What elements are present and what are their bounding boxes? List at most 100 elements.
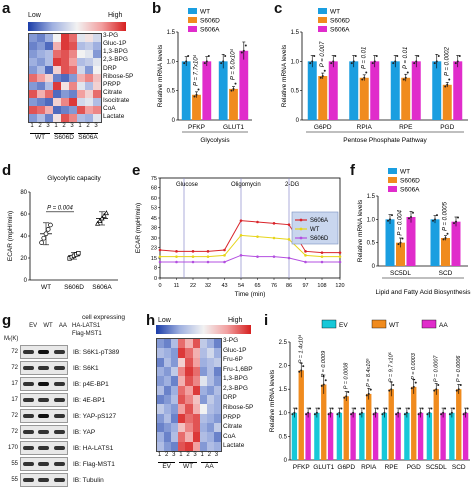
heatmap-cell (77, 58, 85, 66)
data-point (334, 55, 337, 58)
y-tick-label: 1.5 (291, 30, 300, 36)
series-point (206, 250, 210, 253)
heatmap-cell (157, 432, 165, 442)
blot-row: 170 IB: HA-LATS1 (0, 441, 113, 455)
heatmap-row-label: 3-PG (223, 337, 239, 344)
bar (390, 61, 400, 120)
heatmap-cell (69, 58, 77, 66)
heatmap-cell (199, 348, 207, 358)
heatmap-cell (199, 413, 207, 423)
heatmap-h (156, 338, 222, 452)
heatmap-cell (213, 385, 221, 395)
heatmap-cell (37, 114, 45, 122)
bar (239, 50, 249, 121)
bar (442, 84, 452, 120)
heatmap-cell (192, 385, 200, 395)
y-tick-label: 0 (154, 276, 157, 282)
data-point (313, 413, 316, 416)
heatmap-cell (171, 376, 179, 386)
data-point (321, 75, 324, 77)
data-point (426, 413, 429, 416)
blot-row: 72 IB: S6K1-pT389 (0, 345, 119, 359)
heatmap-cell (199, 366, 207, 377)
heatmap-cell (77, 114, 85, 122)
p-value: P = 5.0x10⁴ (230, 48, 237, 80)
heatmap-cell (61, 90, 69, 98)
blot-band (38, 350, 50, 354)
data-point (360, 411, 363, 414)
heatmap-cell (53, 66, 61, 74)
data-point (48, 222, 53, 228)
y-tick-label: 0.5 (367, 241, 376, 247)
data-point (419, 411, 422, 414)
series-point (239, 234, 243, 237)
data-point (41, 235, 47, 241)
heatmap-col-number: 2 (62, 123, 66, 129)
p-value: P = 0.0005 (443, 201, 449, 231)
flag-mst1-label: Flag-MST1 (72, 331, 102, 337)
heatmap-cell (77, 66, 85, 74)
heatmap-cell (29, 50, 37, 58)
heatmap-cell (77, 42, 85, 50)
heatmap-cell (61, 34, 69, 42)
data-point (392, 383, 395, 386)
data-point (444, 407, 447, 410)
category-label: G6PD (314, 124, 332, 131)
heatmap-cell (192, 432, 200, 442)
heatmap-col-number: 2 (164, 452, 169, 458)
data-point (446, 232, 449, 235)
heatmap-cell (93, 34, 101, 42)
data-point (350, 413, 353, 416)
data-point (350, 62, 353, 65)
y-tick-label: 80 (20, 190, 27, 196)
heatmap-col-number: 1 (200, 452, 204, 458)
heatmap-row-label: 2,3-BPG (103, 56, 128, 64)
panel-d: d Glycolytic capacity 0 20 40 60 80 ECAR (mpH/… (0, 162, 125, 307)
y-tick-label: 15 (151, 256, 157, 262)
legend-box (291, 211, 339, 245)
panel-label-f: f (350, 162, 355, 179)
y-tick-label: 20 (20, 256, 27, 262)
heatmap-cell (61, 42, 69, 50)
blot-band (23, 414, 35, 418)
data-point (295, 407, 298, 410)
heatmap-row-label: Lactate (103, 113, 125, 121)
legend-marker (299, 218, 303, 222)
p-value: P = 0.0002 (444, 46, 450, 76)
data-point (332, 60, 335, 63)
heatmap-cell (164, 348, 172, 358)
heatmap-cell (213, 348, 221, 358)
y-tick-label: 30 (151, 236, 157, 242)
heatmap-cell (178, 413, 186, 423)
data-point (187, 55, 190, 58)
heatmap-cell (45, 42, 53, 50)
line-chart-e: 0 8 15 23 30 38 45 53 60 68 75 0 11 22 32 43 54 65 76 86 97 1… (135, 176, 345, 298)
data-point (397, 411, 400, 414)
category-label: RPE (399, 124, 413, 131)
molecular-weight: 72 (11, 349, 18, 355)
data-point (197, 88, 200, 91)
molecular-weight: 72 (11, 413, 18, 419)
heatmap-cell (85, 90, 93, 98)
heatmap-cell (53, 82, 61, 90)
heatmap-row-label: PRPP (103, 80, 121, 88)
blot-band (53, 382, 65, 386)
x-tick-label: 32 (205, 283, 211, 289)
antibody-label: IB: YAP-pS127 (73, 412, 117, 420)
data-point (39, 240, 44, 245)
bar (202, 61, 212, 120)
heatmap-cell (178, 422, 186, 433)
data-point (365, 394, 368, 397)
legend-swatch (388, 186, 397, 192)
heatmap-group-label: EV (158, 462, 176, 470)
legend-swatch (318, 17, 327, 23)
bar (395, 412, 401, 460)
heatmap-cell (178, 441, 186, 451)
blot-band (38, 382, 50, 386)
legend-label: WT (310, 227, 320, 233)
data-point (224, 55, 227, 58)
p-value: P = 1.4x10⁴ (297, 334, 304, 363)
data-point (298, 370, 301, 373)
legend-swatch (188, 17, 197, 23)
heatmap-cell (206, 441, 214, 451)
